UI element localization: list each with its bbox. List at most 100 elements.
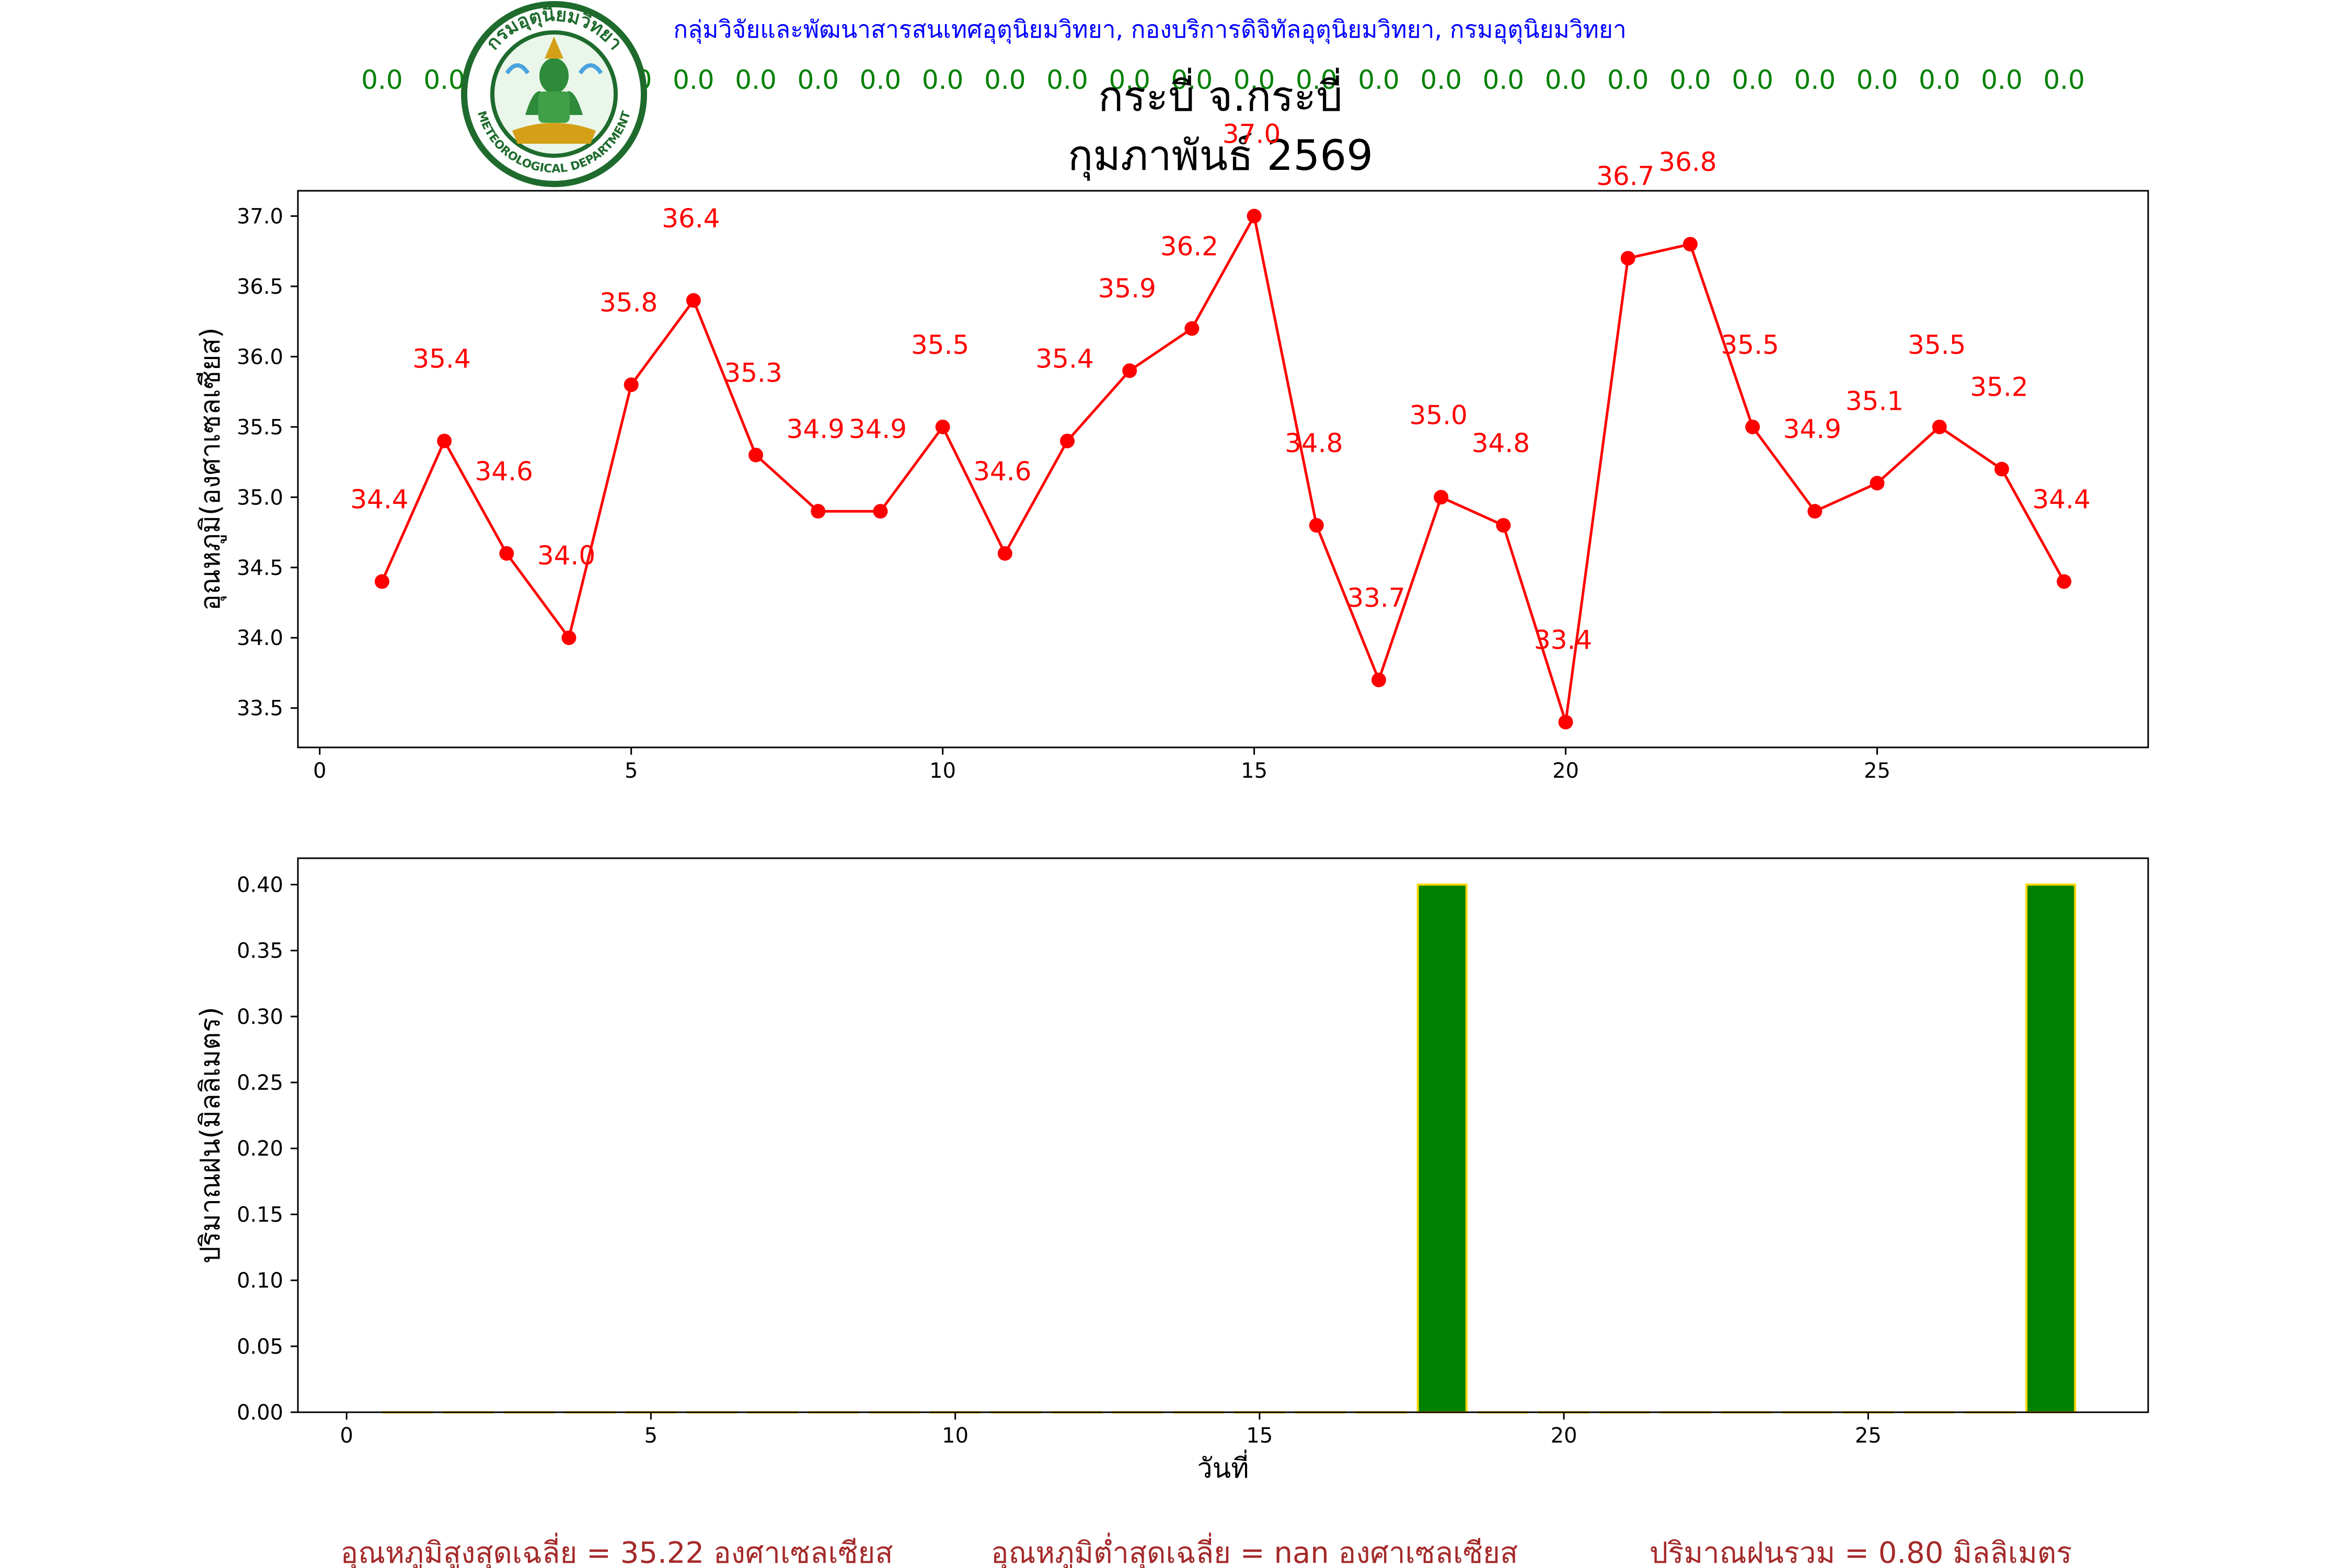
temperature-y-tick-label: 33.5: [237, 697, 283, 721]
temperature-x-tick-label: 20: [1552, 759, 1579, 783]
rainfall-x-tick-label: 25: [1855, 1424, 1882, 1448]
summary-min-average: อุณหภูมิต่ำสุดเฉลี่ย = nan องศาเซลเซียส: [991, 1532, 1518, 1568]
temperature-point: [499, 546, 514, 561]
temperature-data-label: 34.8: [1285, 428, 1343, 458]
temperature-point: [811, 504, 826, 519]
temperature-point: [1745, 419, 1760, 434]
rainfall-plot-frame: [297, 857, 2149, 1413]
temperature-point: [873, 504, 888, 519]
temperature-point: [935, 419, 950, 434]
temperature-point: [1060, 433, 1075, 448]
temperature-data-label: 34.6: [475, 456, 533, 487]
temperature-data-label: 35.2: [1970, 372, 2028, 402]
temperature-point: [1496, 518, 1511, 533]
temperature-point: [1682, 237, 1698, 252]
temperature-data-label: 35.5: [911, 330, 969, 360]
temperature-y-axis-label: อุณหภูมิ(องศาเซลเซียส): [195, 328, 227, 611]
summary-rain-total: ปริมาณฝนรวม = 0.80 มิลลิเมตร: [1650, 1536, 2072, 1568]
rainfall-top-label: 0.0: [1857, 65, 1898, 95]
temperature-point: [1184, 321, 1200, 336]
temperature-data-label: 36.2: [1160, 232, 1218, 262]
rainfall-y-tick-label: 0.05: [237, 1335, 283, 1359]
rainfall-top-label: 0.0: [1358, 65, 1400, 95]
rainfall-bar: [2025, 883, 2077, 1413]
temperature-point: [374, 574, 389, 589]
temperature-chart: อุณหภูมิ(องศาเซลเซียส) 0 5 10 15 20 25 33.5 34.…: [195, 119, 2149, 783]
temperature-point: [748, 447, 764, 463]
rainfall-x-tick-label: 20: [1551, 1424, 1577, 1448]
temperature-data-label: 34.0: [537, 540, 595, 571]
rainfall-top-label: 0.0: [1919, 65, 1961, 95]
temperature-data-label: 37.0: [1223, 119, 1281, 149]
rainfall-bar: [1416, 883, 1468, 1413]
rainfall-y-tick-label: 0.20: [237, 1137, 283, 1161]
temperature-data-label: 35.8: [599, 287, 658, 318]
temperature-point: [686, 293, 701, 308]
temperature-y-tick-label: 37.0: [237, 204, 283, 228]
rainfall-top-label: 0.0: [1981, 65, 2023, 95]
temperature-y-tick-label: 36.5: [237, 275, 283, 299]
rainfall-top-label: 0.0: [797, 65, 839, 95]
rainfall-top-label: 0.0: [1669, 65, 1711, 95]
rainfall-top-label: 0.0: [2043, 65, 2085, 95]
temperature-data-label: 35.1: [1846, 386, 1904, 416]
temperature-y-tick-label: 36.0: [237, 345, 283, 369]
rainfall-y-axis-label: ปริมาณฝน(มิลลิเมตร): [195, 1007, 226, 1263]
rainfall-x-tick-label: 5: [644, 1424, 658, 1448]
temperature-data-label: 34.8: [1472, 428, 1530, 458]
organization-header: กลุ่มวิจัยและพัฒนาสารสนเทศอุตุนิยมวิทยา,…: [673, 15, 1627, 44]
rainfall-chart: ปริมาณฝน(มิลลิเมตร) วันที่ 0 5 10 15 20 25 0.0…: [195, 857, 2149, 1484]
rainfall-x-axis-label: วันที่: [1197, 1449, 1249, 1484]
rainfall-top-label: 0.0: [860, 65, 902, 95]
rainfall-top-label: 0.0: [1607, 65, 1649, 95]
temperature-data-label: 35.4: [412, 344, 470, 374]
temperature-plot-frame: [297, 190, 2149, 748]
rainfall-top-label: 0.0: [1483, 65, 1525, 95]
temperature-data-label: 34.4: [2032, 485, 2090, 515]
rainfall-y-tick-label: 0.40: [237, 873, 283, 897]
rainfall-y-tick-label: 0.30: [237, 1005, 283, 1029]
rainfall-top-label: 0.0: [423, 65, 465, 95]
temperature-x-tick-label: 5: [625, 759, 638, 783]
rainfall-top-label: 0.0: [735, 65, 777, 95]
temperature-y-tick-label: 34.0: [237, 626, 283, 650]
temperature-x-tick-label: 25: [1864, 759, 1890, 783]
rainfall-top-label: 0.0: [1171, 65, 1213, 95]
rainfall-top-label: 0.0: [1109, 65, 1150, 95]
temperature-point: [1620, 251, 1635, 266]
temperature-point: [1371, 672, 1386, 687]
temperature-data-label: 36.4: [662, 203, 720, 234]
rainfall-x-tick-label: 10: [942, 1424, 969, 1448]
rainfall-top-label: 0.0: [1296, 65, 1338, 95]
rainfall-y-tick-label: 0.25: [237, 1071, 283, 1095]
temperature-data-label: 34.4: [350, 485, 408, 515]
temperature-data-label: 34.6: [973, 456, 1031, 487]
month-title: กุมภาพันธ์ 2569: [1068, 131, 1373, 181]
temperature-point: [1122, 363, 1137, 378]
temperature-y-tick-label: 35.0: [237, 486, 283, 510]
temperature-point: [1932, 419, 1947, 434]
temperature-data-label: 34.9: [849, 414, 907, 444]
temperature-data-label: 36.8: [1658, 147, 1716, 177]
temperature-data-label: 33.4: [1534, 625, 1592, 655]
temperature-data-label: 35.9: [1098, 273, 1156, 304]
temperature-point: [2057, 574, 2072, 589]
temperature-x-tick-label: 0: [313, 759, 326, 783]
temperature-data-label: 33.7: [1347, 583, 1405, 613]
rainfall-top-label: 0.0: [1732, 65, 1773, 95]
temperature-data-label: 34.9: [1783, 414, 1841, 444]
temperature-data-label: 35.3: [724, 358, 782, 388]
temperature-x-tick-label: 10: [929, 759, 956, 783]
rainfall-top-label: 0.0: [1794, 65, 1836, 95]
temperature-data-label: 36.7: [1596, 161, 1654, 191]
temperature-point: [437, 433, 452, 448]
temperature-point: [1247, 209, 1262, 224]
station-title: กระบี่ จ.กระบี่: [1098, 68, 1343, 121]
deity-figure-icon: [505, 37, 603, 144]
rainfall-top-label: 0.0: [984, 65, 1026, 95]
temperature-data-label: 35.0: [1410, 400, 1468, 430]
rainfall-top-label: 0.0: [1545, 65, 1587, 95]
temperature-x-tick-label: 15: [1241, 759, 1267, 783]
rainfall-y-tick-label: 0.00: [237, 1401, 283, 1425]
temperature-y-tick-label: 35.5: [237, 416, 283, 440]
